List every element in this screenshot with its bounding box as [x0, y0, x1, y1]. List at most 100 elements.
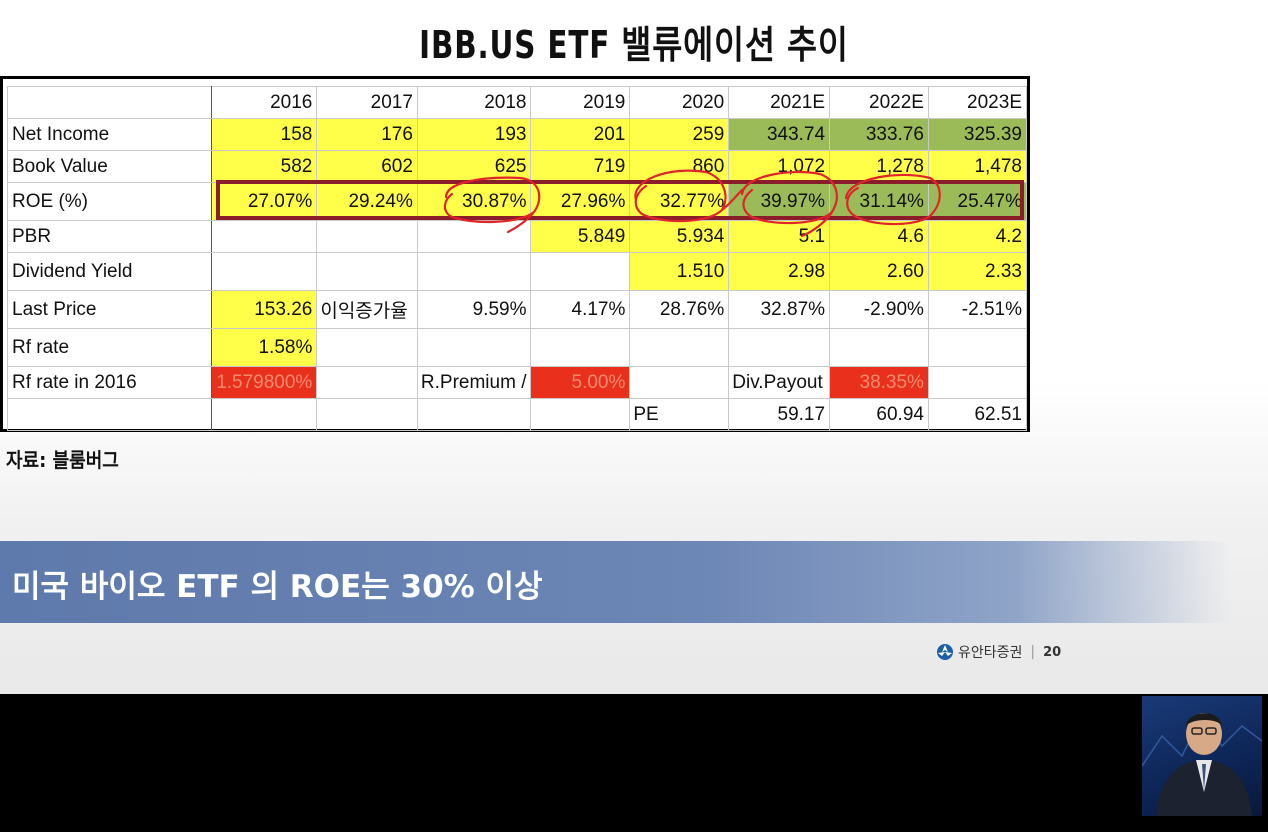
table-cell [316, 220, 418, 253]
table-cell [829, 328, 929, 367]
table-cell: 30.87% [416, 182, 532, 221]
table-row-rf-rate: Rf rate 1.58% [6, 328, 1028, 367]
table-cell [530, 398, 631, 431]
slide-title: IBB.US ETF 밸류에이션 추이 [419, 23, 849, 67]
table-cell: 5.849 [530, 220, 631, 253]
header-cell [6, 86, 213, 119]
source-note: 자료: 블룸버그 [6, 448, 119, 472]
table-cell: 5.1 [728, 220, 831, 253]
table-cell: 201 [530, 118, 631, 151]
table-cell: 31.14% [829, 182, 929, 221]
table-cell: 1,478 [927, 150, 1028, 183]
table-cell [316, 366, 418, 399]
table-cell: 1.579800% [211, 366, 318, 399]
table-cell: 59.17 [728, 398, 831, 431]
table-row-dividend-yield: Dividend Yield 1.510 2.98 2.60 2.33 [6, 252, 1028, 291]
brand-logo-icon [937, 644, 953, 660]
table-cell [927, 328, 1028, 367]
table-cell: 39.97% [728, 182, 831, 221]
table-row-roe: ROE (%) 27.07% 29.24% 30.87% 27.96% 32.7… [6, 182, 1028, 221]
header-cell: 2022E [829, 86, 929, 119]
table-cell: 719 [530, 150, 631, 183]
table-cell: -2.51% [927, 290, 1028, 329]
table-row-rf-rate-2016: Rf rate in 2016 1.579800% R.Premium / 5.… [6, 366, 1028, 399]
table-cell [629, 366, 730, 399]
table-cell: 333.76 [829, 118, 929, 151]
header-cell: 2017 [316, 86, 418, 119]
table-cell [316, 398, 418, 431]
table-cell [416, 252, 532, 291]
table-cell: 5.934 [629, 220, 730, 253]
table-cell [416, 220, 532, 253]
table-cell: 602 [316, 150, 418, 183]
table-cell: 2.33 [927, 252, 1028, 291]
row-label: Last Price [6, 290, 213, 329]
table-cell: 153.26 [211, 290, 318, 329]
row-label: ROE (%) [6, 182, 213, 221]
table-cell: 4.2 [927, 220, 1028, 253]
table-cell: 625 [416, 150, 532, 183]
table-cell: 343.74 [728, 118, 831, 151]
table-cell: 259 [629, 118, 730, 151]
table-row-net-income: Net Income 158 176 193 201 259 343.74 33… [6, 118, 1028, 151]
table-cell [728, 328, 831, 367]
row-label [6, 398, 213, 431]
table-cell: 1,072 [728, 150, 831, 183]
table-cell: 32.77% [629, 182, 730, 221]
spreadsheet-image: 2016 2017 2018 2019 2020 2021E 2022E 202… [0, 76, 1030, 432]
table-cell [530, 252, 631, 291]
row-label: Rf rate in 2016 [6, 366, 213, 399]
row-label: Dividend Yield [6, 252, 213, 291]
headline-text: 미국 바이오 ETF 의 ROE는 30% 이상 [12, 569, 543, 605]
table-cell [927, 366, 1028, 399]
table-cell: 60.94 [829, 398, 929, 431]
divider: | [1030, 644, 1036, 660]
table-cell: 38.35% [829, 366, 929, 399]
table-cell: 9.59% [416, 290, 532, 329]
table-cell [416, 328, 532, 367]
table-cell: 4.6 [829, 220, 929, 253]
table-header-row: 2016 2017 2018 2019 2020 2021E 2022E 202… [6, 86, 1028, 119]
table-cell [211, 398, 318, 431]
header-cell: 2019 [530, 86, 631, 119]
table-cell: 1.58% [211, 328, 318, 367]
table-cell: 158 [211, 118, 318, 151]
row-label: Net Income [6, 118, 213, 151]
table-cell: 이익증가율 [316, 290, 418, 329]
table-cell [629, 328, 730, 367]
table-cell: 28.76% [629, 290, 730, 329]
table-cell: 27.07% [211, 182, 318, 221]
table-cell [316, 252, 418, 291]
table-row-book-value: Book Value 582 602 625 719 860 1,072 1,2… [6, 150, 1028, 183]
table-cell: 5.00% [530, 366, 631, 399]
presenter-avatar [1142, 713, 1262, 816]
table-cell: 1.510 [629, 252, 730, 291]
table-cell: 62.51 [927, 398, 1028, 431]
table-cell: 25.47% [927, 182, 1028, 221]
table-cell: 325.39 [927, 118, 1028, 151]
table-cell: 582 [211, 150, 318, 183]
table-cell: Div.Payout [728, 366, 831, 399]
table-cell [211, 252, 318, 291]
brand-footer: 유안타증권 | 20 [936, 642, 1061, 662]
table-row-pbr: PBR 5.849 5.934 5.1 4.6 4.2 [6, 220, 1028, 253]
table-cell: 4.17% [530, 290, 631, 329]
table-row-pe: PE 59.17 60.94 62.51 [6, 398, 1028, 431]
header-cell: 2018 [416, 86, 532, 119]
table-cell: PE [629, 398, 730, 431]
table-cell: 860 [629, 150, 730, 183]
table-row-last-price: Last Price 153.26 이익증가율 9.59% 4.17% 28.7… [6, 290, 1028, 329]
table-cell: 32.87% [728, 290, 831, 329]
table-cell: R.Premium / [416, 366, 532, 399]
brand-name: 유안타증권 [958, 645, 1023, 661]
valuation-table: 2016 2017 2018 2019 2020 2021E 2022E 202… [6, 86, 1028, 431]
header-cell: 2016 [211, 86, 318, 119]
slide: IBB.US ETF 밸류에이션 추이 2016 2017 2018 2019 … [0, 0, 1268, 694]
table-cell: 29.24% [316, 182, 418, 221]
row-label: Rf rate [6, 328, 213, 367]
header-cell: 2021E [728, 86, 831, 119]
table-cell: 2.60 [829, 252, 929, 291]
page-number: 20 [1043, 644, 1062, 660]
row-label: PBR [6, 220, 213, 253]
row-label: Book Value [6, 150, 213, 183]
